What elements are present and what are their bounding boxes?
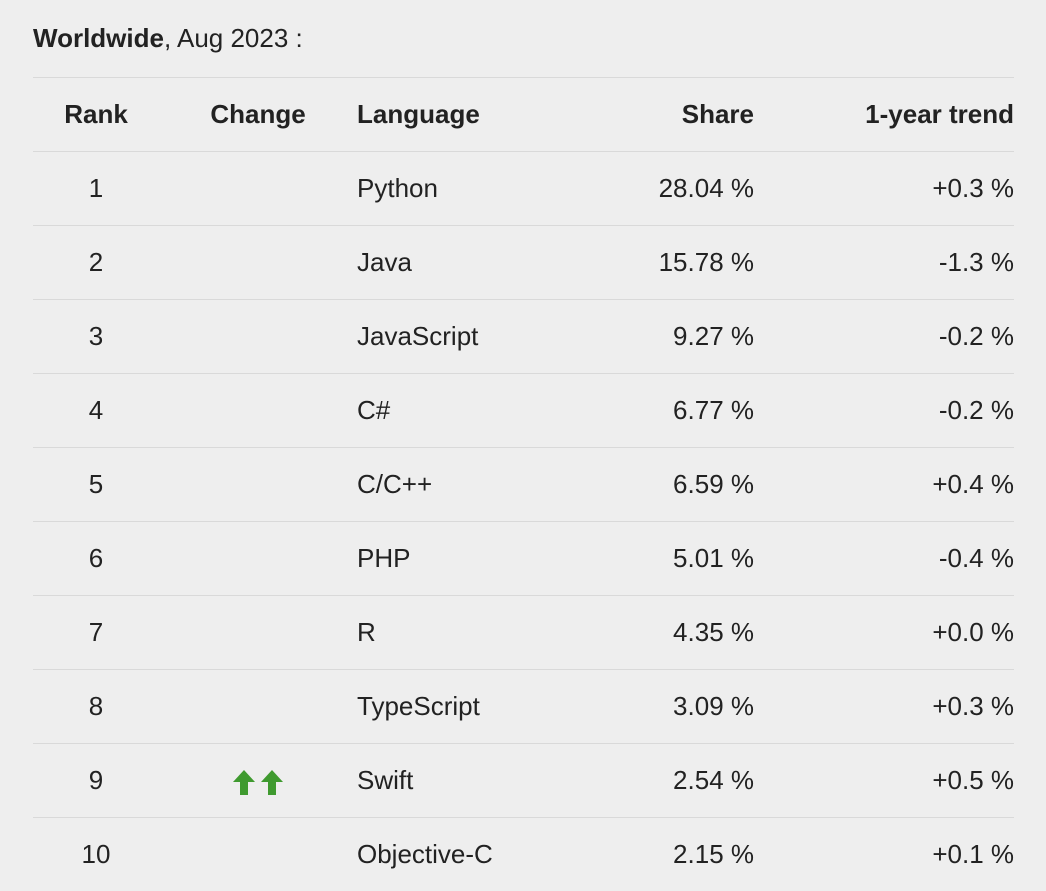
share-cell: 9.27 % <box>550 300 754 374</box>
change-cell <box>159 448 357 522</box>
change-cell <box>159 596 357 670</box>
header-change: Change <box>159 78 357 152</box>
language-cell: PHP <box>357 522 550 596</box>
language-cell: Java <box>357 226 550 300</box>
change-cell <box>159 226 357 300</box>
change-cell <box>159 522 357 596</box>
language-cell: Swift <box>357 744 550 818</box>
header-share: Share <box>550 78 754 152</box>
language-ranking-table: Rank Change Language Share 1-year trend … <box>33 77 1014 891</box>
rank-cell: 9 <box>33 744 159 818</box>
share-cell: 3.09 % <box>550 670 754 744</box>
double-up-arrow-icon <box>230 767 286 797</box>
table-row: 4 C#6.77 %-0.2 % <box>33 374 1014 448</box>
language-cell: Python <box>357 152 550 226</box>
language-cell: C# <box>357 374 550 448</box>
table-row: 5 C/C++6.59 %+0.4 % <box>33 448 1014 522</box>
rank-cell: 3 <box>33 300 159 374</box>
rank-cell: 7 <box>33 596 159 670</box>
trend-cell: +0.4 % <box>754 448 1014 522</box>
trend-cell: -0.2 % <box>754 374 1014 448</box>
trend-cell: +0.3 % <box>754 152 1014 226</box>
page-heading: Worldwide, Aug 2023 : <box>33 22 303 54</box>
heading-region: Worldwide <box>33 23 164 53</box>
change-cell <box>159 374 357 448</box>
share-cell: 2.54 % <box>550 744 754 818</box>
trend-cell: -0.2 % <box>754 300 1014 374</box>
trend-cell: +0.0 % <box>754 596 1014 670</box>
share-cell: 28.04 % <box>550 152 754 226</box>
rank-cell: 4 <box>33 374 159 448</box>
header-rank: Rank <box>33 78 159 152</box>
rank-cell: 2 <box>33 226 159 300</box>
language-cell: TypeScript <box>357 670 550 744</box>
share-cell: 6.59 % <box>550 448 754 522</box>
rank-cell: 6 <box>33 522 159 596</box>
trend-cell: +0.5 % <box>754 744 1014 818</box>
rank-cell: 8 <box>33 670 159 744</box>
header-language: Language <box>357 78 550 152</box>
share-cell: 4.35 % <box>550 596 754 670</box>
share-cell: 5.01 % <box>550 522 754 596</box>
rank-cell: 5 <box>33 448 159 522</box>
language-cell: R <box>357 596 550 670</box>
language-cell: C/C++ <box>357 448 550 522</box>
change-cell <box>159 744 357 818</box>
trend-cell: -0.4 % <box>754 522 1014 596</box>
rank-cell: 1 <box>33 152 159 226</box>
share-cell: 6.77 % <box>550 374 754 448</box>
header-trend: 1-year trend <box>754 78 1014 152</box>
change-cell <box>159 152 357 226</box>
change-cell <box>159 300 357 374</box>
trend-cell: -1.3 % <box>754 226 1014 300</box>
share-cell: 15.78 % <box>550 226 754 300</box>
table-header: Rank Change Language Share 1-year trend <box>33 78 1014 152</box>
trend-cell: +0.3 % <box>754 670 1014 744</box>
change-cell <box>159 670 357 744</box>
header-row: Rank Change Language Share 1-year trend <box>33 78 1014 152</box>
language-cell: JavaScript <box>357 300 550 374</box>
heading-date: , Aug 2023 : <box>164 23 303 53</box>
